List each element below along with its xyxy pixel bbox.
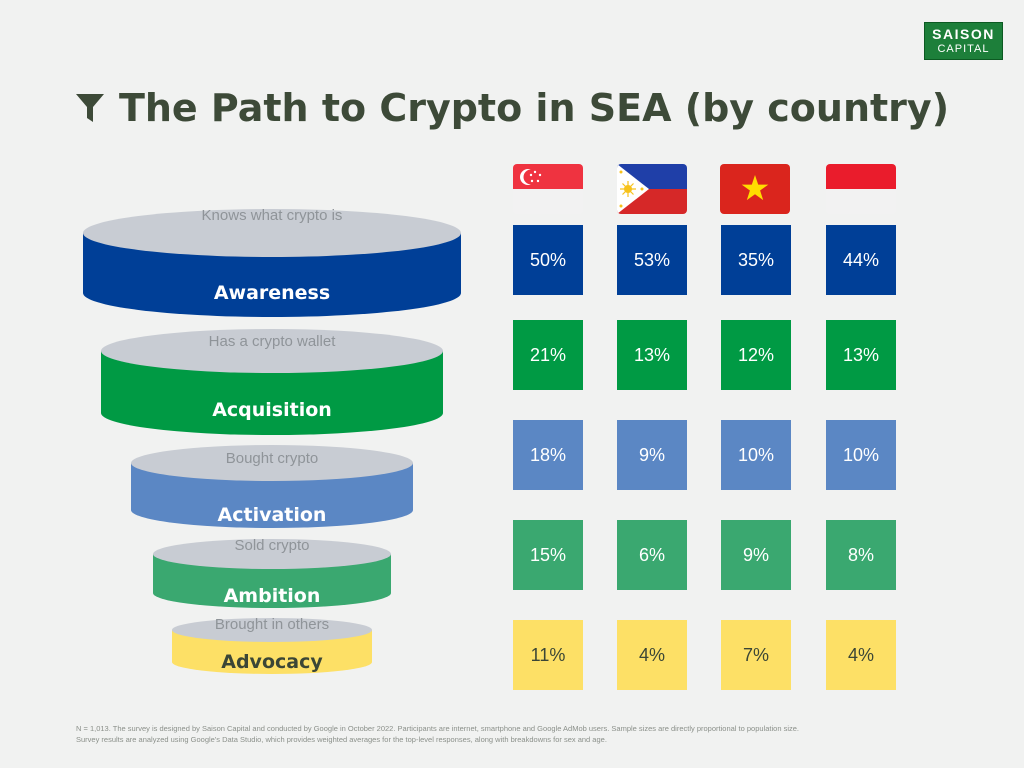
vietnam-flag bbox=[720, 164, 790, 214]
funnel-description-awareness: Knows what crypto is bbox=[202, 207, 343, 224]
funnel-cap-ambition bbox=[153, 539, 391, 569]
funnel-cap-acquisition bbox=[101, 329, 443, 373]
logo-line-1: SAISON bbox=[932, 26, 995, 42]
footnote-line-2: Survey results are analyzed using Google… bbox=[76, 735, 607, 744]
funnel-label-awareness: Awareness bbox=[214, 282, 330, 304]
funnel-band-acquisition bbox=[101, 351, 443, 435]
cell-activation-singapore: 18% bbox=[513, 420, 583, 490]
cell-acquisition-philippines: 13% bbox=[617, 320, 687, 390]
cell-activation-indonesia: 10% bbox=[826, 420, 896, 490]
footnote-line-1: N = 1,013. The survey is designed by Sai… bbox=[76, 724, 799, 733]
cell-acquisition-indonesia: 13% bbox=[826, 320, 896, 390]
cell-advocacy-indonesia: 4% bbox=[826, 620, 896, 690]
cell-acquisition-vietnam: 12% bbox=[721, 320, 791, 390]
funnel-description-activation: Bought crypto bbox=[226, 450, 319, 467]
funnel-description-acquisition: Has a crypto wallet bbox=[209, 333, 337, 350]
funnel-band-awareness bbox=[83, 233, 461, 317]
cell-ambition-vietnam: 9% bbox=[721, 520, 791, 590]
funnel-stage-awareness: Knows what crypto is Awareness bbox=[83, 207, 461, 317]
cell-acquisition-singapore: 21% bbox=[513, 320, 583, 390]
funnel-label-acquisition: Acquisition bbox=[212, 399, 332, 421]
page-title: The Path to Crypto in SEA (by country) bbox=[118, 86, 950, 130]
funnel-label-ambition: Ambition bbox=[224, 585, 321, 607]
funnel-description-ambition: Sold crypto bbox=[234, 537, 309, 554]
funnel-band-ambition bbox=[153, 554, 391, 608]
funnel-stage-acquisition: Has a crypto wallet Acquisition bbox=[101, 329, 443, 435]
philippines-flag bbox=[617, 164, 687, 214]
saison-capital-logo: SAISON CAPITAL bbox=[924, 22, 1003, 60]
cell-advocacy-vietnam: 7% bbox=[721, 620, 791, 690]
logo-line-2: CAPITAL bbox=[937, 43, 990, 55]
funnel-band-activation bbox=[131, 463, 413, 528]
cell-ambition-singapore: 15% bbox=[513, 520, 583, 590]
cell-advocacy-philippines: 4% bbox=[617, 620, 687, 690]
cell-ambition-philippines: 6% bbox=[617, 520, 687, 590]
funnel-stage-ambition: Sold crypto Ambition bbox=[153, 537, 391, 608]
funnel-cap-advocacy bbox=[172, 618, 372, 642]
footnote: N = 1,013. The survey is designed by Sai… bbox=[76, 723, 956, 745]
cell-awareness-philippines: 53% bbox=[617, 225, 687, 295]
funnel-label-advocacy: Advocacy bbox=[221, 651, 323, 673]
funnel-stage-advocacy: Brought in others Advocacy bbox=[172, 616, 372, 674]
funnel-band-advocacy bbox=[172, 630, 372, 674]
cell-awareness-indonesia: 44% bbox=[826, 225, 896, 295]
funnel-description-advocacy: Brought in others bbox=[215, 616, 329, 633]
funnel-cap-awareness bbox=[83, 209, 461, 257]
funnel-chart: Knows what crypto is Awareness Has a crypt… bbox=[83, 207, 461, 674]
cell-awareness-singapore: 50% bbox=[513, 225, 583, 295]
page-title-container: The Path to Crypto in SEA (by country) bbox=[0, 80, 1024, 136]
funnel-icon bbox=[75, 94, 104, 122]
funnel-cap-activation bbox=[131, 445, 413, 481]
indonesia-flag bbox=[826, 164, 896, 214]
cell-activation-philippines: 9% bbox=[617, 420, 687, 490]
cell-advocacy-singapore: 11% bbox=[513, 620, 583, 690]
cell-awareness-vietnam: 35% bbox=[721, 225, 791, 295]
singapore-flag bbox=[513, 164, 583, 214]
cell-ambition-indonesia: 8% bbox=[826, 520, 896, 590]
cell-activation-vietnam: 10% bbox=[721, 420, 791, 490]
funnel-stage-activation: Bought crypto Activation bbox=[131, 445, 413, 528]
funnel-label-activation: Activation bbox=[218, 504, 327, 526]
